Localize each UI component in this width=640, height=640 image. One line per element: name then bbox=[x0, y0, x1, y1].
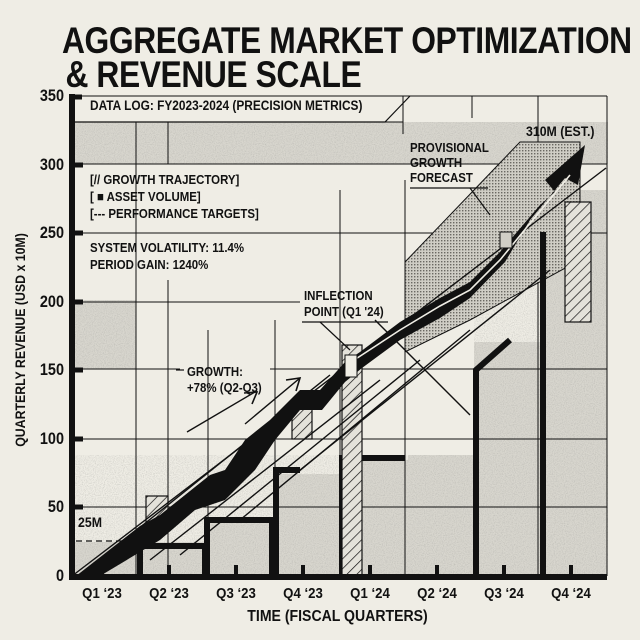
y-tick-0: 0 bbox=[55, 566, 64, 585]
x-tick-q3-23: Q3 ‘23 bbox=[216, 585, 256, 602]
x-tick-q1-24: Q1 ‘24 bbox=[350, 585, 390, 602]
y-tick-marks bbox=[72, 162, 83, 510]
y-tick-50: 50 bbox=[47, 497, 64, 516]
axes bbox=[69, 94, 607, 580]
x-tick-q4-23: Q4 ‘23 bbox=[283, 585, 323, 602]
y-tick-100: 100 bbox=[39, 429, 64, 448]
forecast-annotation-line1: PROVISIONAL bbox=[410, 140, 489, 155]
x-tick-q2-24: Q2 ‘24 bbox=[417, 585, 457, 602]
legend-asset-volume: [ ■ ASSET VOLUME] bbox=[90, 189, 201, 204]
x-tick-q3-24: Q3 ‘24 bbox=[484, 585, 524, 602]
legend-growth-trajectory: [// GROWTH TRAJECTORY] bbox=[90, 172, 240, 187]
x-axis-label: TIME (FISCAL QUARTERS) bbox=[0, 608, 640, 626]
period-gain: PERIOD GAIN: 1240% bbox=[90, 257, 209, 272]
y-tick-300: 300 bbox=[39, 155, 64, 174]
y-tick-250: 250 bbox=[39, 223, 64, 242]
title-line-2: & REVENUE SCALE bbox=[65, 54, 362, 95]
inflection-annotation-line1: INFLECTION bbox=[304, 288, 373, 303]
x-axis-label-text: TIME (FISCAL QUARTERS) bbox=[247, 608, 429, 625]
title-line-1: AGGREGATE MARKET OPTIMIZATION bbox=[62, 20, 632, 61]
start-value-label: 25M bbox=[78, 514, 102, 530]
y-tick-150: 150 bbox=[39, 360, 64, 379]
x-tick-q1-23: Q1 ‘23 bbox=[82, 585, 122, 602]
x-tick-q2-23: Q2 ‘23 bbox=[149, 585, 189, 602]
y-tick-200: 200 bbox=[39, 292, 64, 311]
growth-annotation-line2: +78% (Q2-Q3) bbox=[187, 380, 262, 395]
y-axis-label: QUARTERLY REVENUE (USD x 10M) bbox=[12, 233, 28, 447]
data-log-header: DATA LOG: FY2023-2024 (PRECISION METRICS… bbox=[90, 98, 363, 113]
legend-performance-targets: [--- PERFORMANCE TARGETS] bbox=[90, 206, 259, 221]
y-tick-350: 350 bbox=[39, 86, 64, 105]
forecast-annotation-line2: GROWTH bbox=[410, 155, 463, 170]
growth-annotation-line1: GROWTH: bbox=[187, 364, 243, 379]
page-title: AGGREGATE MARKET OPTIMIZATION & REVENUE … bbox=[62, 22, 632, 95]
end-value-label: 310M (EST.) bbox=[526, 123, 595, 139]
x-tick-q4-24: Q4 ‘24 bbox=[551, 585, 591, 602]
data-log-box bbox=[74, 95, 411, 123]
system-volatility: SYSTEM VOLATILITY: 11.4% bbox=[90, 240, 245, 255]
inflection-annotation-line2: POINT (Q1 '24) bbox=[304, 304, 384, 319]
forecast-annotation-line3: FORECAST bbox=[410, 170, 473, 185]
x-tick-marks bbox=[100, 565, 573, 577]
